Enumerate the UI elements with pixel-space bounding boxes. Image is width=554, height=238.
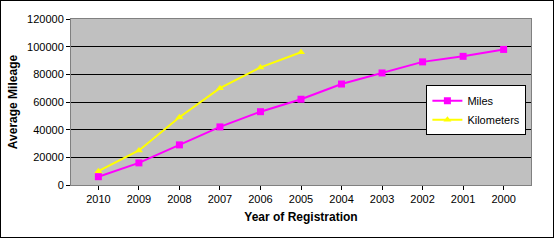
svg-text:2008: 2008 [167, 193, 191, 205]
svg-text:2006: 2006 [248, 193, 272, 205]
svg-text:2002: 2002 [410, 193, 434, 205]
svg-text:2004: 2004 [329, 193, 353, 205]
svg-text:20000: 20000 [33, 151, 64, 163]
svg-text:60000: 60000 [33, 96, 64, 108]
svg-text:2000: 2000 [491, 193, 515, 205]
svg-text:2003: 2003 [370, 193, 394, 205]
svg-text:Average Mileage: Average Mileage [6, 55, 20, 150]
svg-text:100000: 100000 [27, 41, 64, 53]
svg-text:2001: 2001 [451, 193, 475, 205]
svg-text:Miles: Miles [467, 95, 493, 107]
svg-text:40000: 40000 [33, 124, 64, 136]
svg-text:2005: 2005 [289, 193, 313, 205]
svg-text:0: 0 [58, 179, 64, 191]
svg-text:Kilometers: Kilometers [467, 114, 519, 126]
svg-text:Year of Registration: Year of Registration [244, 210, 357, 224]
svg-text:2009: 2009 [127, 193, 151, 205]
svg-text:120000: 120000 [27, 13, 64, 25]
svg-text:80000: 80000 [33, 68, 64, 80]
svg-text:2010: 2010 [86, 193, 110, 205]
svg-text:2007: 2007 [208, 193, 232, 205]
